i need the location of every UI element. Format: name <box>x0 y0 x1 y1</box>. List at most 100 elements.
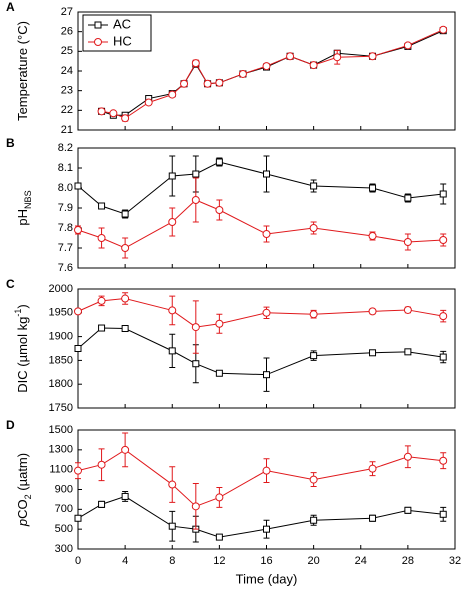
y-tick-label: 7.8 <box>58 222 73 234</box>
legend-marker <box>94 21 102 29</box>
point <box>439 353 447 361</box>
y-tick-label: 24 <box>61 65 73 77</box>
point <box>215 78 224 87</box>
point <box>263 525 270 533</box>
y-tick-label: 1750 <box>49 402 73 414</box>
point <box>168 172 176 180</box>
y-tick-label: 8.0 <box>58 182 73 194</box>
y-tick-label: 700 <box>55 503 73 515</box>
y-tick-label: 1900 <box>49 331 73 343</box>
point <box>192 360 200 368</box>
panel-label: D <box>6 418 15 432</box>
point <box>168 480 177 489</box>
point <box>121 114 130 123</box>
point <box>121 492 129 500</box>
point <box>74 514 82 522</box>
point <box>168 306 177 315</box>
point <box>286 52 295 61</box>
point <box>439 190 447 198</box>
point <box>439 236 448 244</box>
point <box>144 98 153 107</box>
y-tick-label: 22 <box>61 104 73 116</box>
legend-label: HC <box>113 33 132 48</box>
y-tick-label: 23 <box>61 85 73 97</box>
series-line <box>77 327 444 376</box>
point <box>439 312 448 321</box>
point <box>263 170 270 178</box>
point <box>74 182 82 190</box>
y-tick-label: 8.2 <box>58 142 73 154</box>
point <box>74 345 82 352</box>
y-tick-label: 1800 <box>49 378 73 390</box>
y-tick-label: 7.7 <box>58 242 73 254</box>
y-tick-label: 8.1 <box>58 162 73 174</box>
point <box>168 522 176 530</box>
point <box>74 226 82 234</box>
x-tick-label: 20 <box>308 555 320 567</box>
point <box>262 230 271 238</box>
y-axis-label-part: Temperature (°C) <box>15 21 30 121</box>
point <box>121 445 130 454</box>
point <box>262 62 271 71</box>
x-tick-label: 24 <box>355 555 367 567</box>
point <box>191 59 200 68</box>
x-tick-label: 12 <box>213 555 225 567</box>
series-line <box>77 495 444 538</box>
point <box>74 466 82 475</box>
y-axis-label-part: ) <box>15 304 30 308</box>
point <box>168 90 177 99</box>
series-line <box>77 161 444 215</box>
point <box>97 234 106 242</box>
y-axis-label: pHNBS <box>15 190 33 225</box>
point <box>121 244 130 252</box>
point <box>369 184 377 192</box>
y-tick-label: 1850 <box>49 354 73 366</box>
point <box>121 210 129 218</box>
point <box>404 506 412 514</box>
y-tick-label: 21 <box>61 124 73 136</box>
point <box>309 61 318 70</box>
y-axis-label-part: 2 <box>23 494 33 499</box>
y-axis-label-part: p <box>15 519 30 527</box>
point <box>309 224 318 232</box>
point <box>403 452 412 461</box>
y-tick-label: 2000 <box>49 283 73 295</box>
y-axis-label: Temperature (°C) <box>15 21 30 121</box>
point <box>262 466 271 475</box>
point <box>215 206 224 214</box>
point <box>238 69 247 78</box>
legend-box <box>82 14 152 52</box>
point <box>404 194 412 202</box>
y-tick-label: 26 <box>61 26 73 38</box>
point <box>97 296 106 305</box>
y-tick-label: 300 <box>55 543 73 555</box>
series-line <box>77 298 444 328</box>
y-axis-label-part: NBS <box>23 190 33 209</box>
point <box>368 307 377 316</box>
point <box>262 308 271 317</box>
point <box>191 323 200 332</box>
y-axis-label-part: pH <box>15 209 30 226</box>
point <box>404 348 412 356</box>
y-axis-label: pCO2 (µatm) <box>15 453 33 527</box>
y-tick-label: 1100 <box>49 464 73 476</box>
x-tick-label: 28 <box>402 555 414 567</box>
point <box>368 232 377 240</box>
point <box>215 533 223 541</box>
point <box>98 202 106 210</box>
point <box>191 196 200 204</box>
point <box>309 475 318 484</box>
y-tick-label: 25 <box>61 45 73 57</box>
point <box>121 294 130 303</box>
point <box>203 79 212 88</box>
point <box>215 319 224 328</box>
y-tick-label: 900 <box>55 483 73 495</box>
point <box>309 310 318 319</box>
point <box>369 514 377 522</box>
point <box>215 493 224 502</box>
point <box>98 500 106 508</box>
y-tick-label: 27 <box>61 6 73 18</box>
point <box>403 305 412 314</box>
